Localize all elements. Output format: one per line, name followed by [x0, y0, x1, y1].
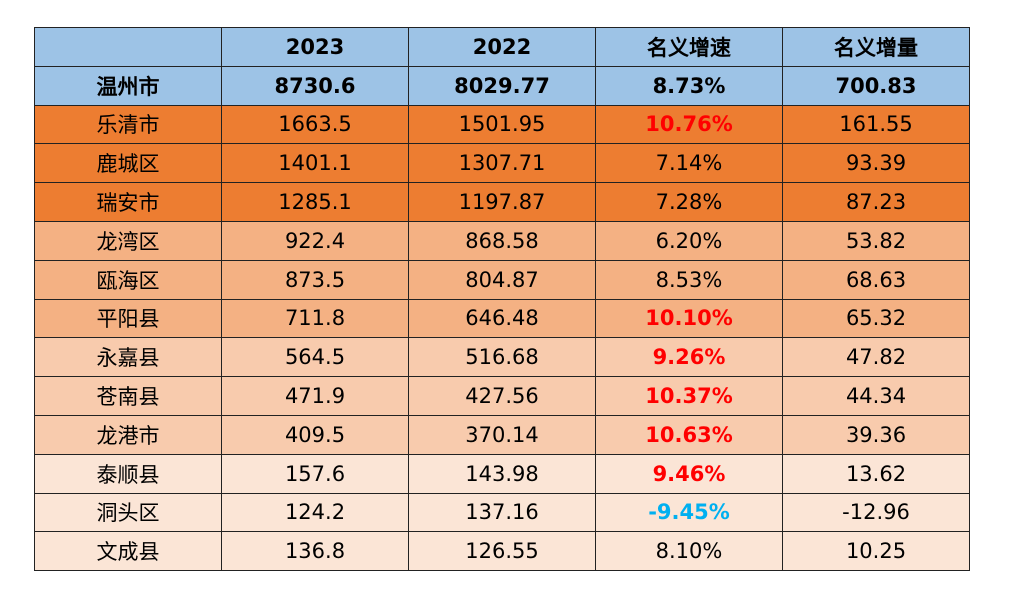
table-cell: 苍南县	[34, 376, 222, 416]
table-cell: 65.32	[782, 298, 970, 339]
table-cell: 427.56	[408, 376, 596, 416]
table-cell: 124.2	[221, 492, 409, 533]
table-row: 龙港市 409.5 370.14 10.63% 39.36	[34, 414, 970, 455]
table-cell: 瑞安市	[34, 182, 222, 222]
table-cell: 乐清市	[34, 104, 222, 145]
table-cell: 1197.87	[408, 182, 596, 222]
table-row: 瓯海区 873.5 804.87 8.53% 68.63	[34, 259, 970, 300]
table-cell: 1663.5	[221, 104, 409, 145]
table-cell: 泰顺县	[34, 453, 222, 494]
table-cell: 136.8	[221, 531, 409, 572]
table-cell: 温州市	[34, 65, 222, 106]
table-cell: 13.62	[782, 453, 970, 494]
table-cell: 8.10%	[595, 531, 783, 572]
table-cell: 永嘉县	[34, 337, 222, 378]
table-cell: 10.10%	[595, 298, 783, 339]
table-cell: 137.16	[408, 492, 596, 533]
data-table: 2023 2022 名义增速 名义增量 温州市 8730.6 8029.77 8.73% 700…	[34, 27, 970, 572]
header-row: 2023 2022 名义增速 名义增量	[34, 27, 970, 67]
table-cell: 868.58	[408, 220, 596, 261]
table-cell: 10.76%	[595, 104, 783, 145]
table-cell: 143.98	[408, 453, 596, 494]
table-cell: 龙港市	[34, 414, 222, 455]
table-row: 瑞安市 1285.1 1197.87 7.28% 87.23	[34, 182, 970, 222]
table-cell: 10.25	[782, 531, 970, 572]
table-cell: 471.9	[221, 376, 409, 416]
table-row: 洞头区 124.2 137.16 -9.45% -12.96	[34, 492, 970, 533]
table-row: 泰顺县 157.6 143.98 9.46% 13.62	[34, 453, 970, 494]
table-cell: 8730.6	[221, 65, 409, 106]
table-cell: 1401.1	[221, 143, 409, 184]
table-cell: 8.53%	[595, 259, 783, 300]
table-cell: 922.4	[221, 220, 409, 261]
table-cell: 516.68	[408, 337, 596, 378]
table-cell: 名义增量	[782, 27, 970, 67]
table-cell: 洞头区	[34, 492, 222, 533]
table-cell: 瓯海区	[34, 259, 222, 300]
table-row: 永嘉县 564.5 516.68 9.26% 47.82	[34, 337, 970, 378]
table-cell: 157.6	[221, 453, 409, 494]
table-cell: 9.46%	[595, 453, 783, 494]
table-cell: 7.14%	[595, 143, 783, 184]
table-cell: 47.82	[782, 337, 970, 378]
table-row: 龙湾区 922.4 868.58 6.20% 53.82	[34, 220, 970, 261]
table-cell: 鹿城区	[34, 143, 222, 184]
table-cell: 93.39	[782, 143, 970, 184]
table-row: 苍南县 471.9 427.56 10.37% 44.34	[34, 376, 970, 416]
table-cell: 564.5	[221, 337, 409, 378]
table-cell: 87.23	[782, 182, 970, 222]
table-cell: 700.83	[782, 65, 970, 106]
table-cell: 161.55	[782, 104, 970, 145]
table-cell: 68.63	[782, 259, 970, 300]
table-cell: 名义增速	[595, 27, 783, 67]
table-cell: -9.45%	[595, 492, 783, 533]
table-row: 鹿城区 1401.1 1307.71 7.14% 93.39	[34, 143, 970, 184]
table-cell: 2022	[408, 27, 596, 67]
table-row: 平阳县 711.8 646.48 10.10% 65.32	[34, 298, 970, 339]
table-cell: 文成县	[34, 531, 222, 572]
table-cell: 39.36	[782, 414, 970, 455]
table-cell: 10.37%	[595, 376, 783, 416]
table-cell: 2023	[221, 27, 409, 67]
table-cell: 龙湾区	[34, 220, 222, 261]
total-row: 温州市 8730.6 8029.77 8.73% 700.83	[34, 65, 970, 106]
table-cell: 6.20%	[595, 220, 783, 261]
table-cell: 53.82	[782, 220, 970, 261]
table-cell: 1285.1	[221, 182, 409, 222]
table-cell: 10.63%	[595, 414, 783, 455]
table-cell: -12.96	[782, 492, 970, 533]
table-cell: 7.28%	[595, 182, 783, 222]
table-cell: 8.73%	[595, 65, 783, 106]
table-row: 文成县 136.8 126.55 8.10% 10.25	[34, 531, 970, 572]
table-row: 乐清市 1663.5 1501.95 10.76% 161.55	[34, 104, 970, 145]
table-cell: 9.26%	[595, 337, 783, 378]
table-cell: 8029.77	[408, 65, 596, 106]
table-cell: 126.55	[408, 531, 596, 572]
table-cell: 646.48	[408, 298, 596, 339]
table-cell: 873.5	[221, 259, 409, 300]
table-cell: 1501.95	[408, 104, 596, 145]
table-cell: 711.8	[221, 298, 409, 339]
table-cell: 平阳县	[34, 298, 222, 339]
table-cell: 44.34	[782, 376, 970, 416]
table-cell: 804.87	[408, 259, 596, 300]
table-cell	[34, 27, 222, 67]
table-cell: 409.5	[221, 414, 409, 455]
table-cell: 1307.71	[408, 143, 596, 184]
table-cell: 370.14	[408, 414, 596, 455]
